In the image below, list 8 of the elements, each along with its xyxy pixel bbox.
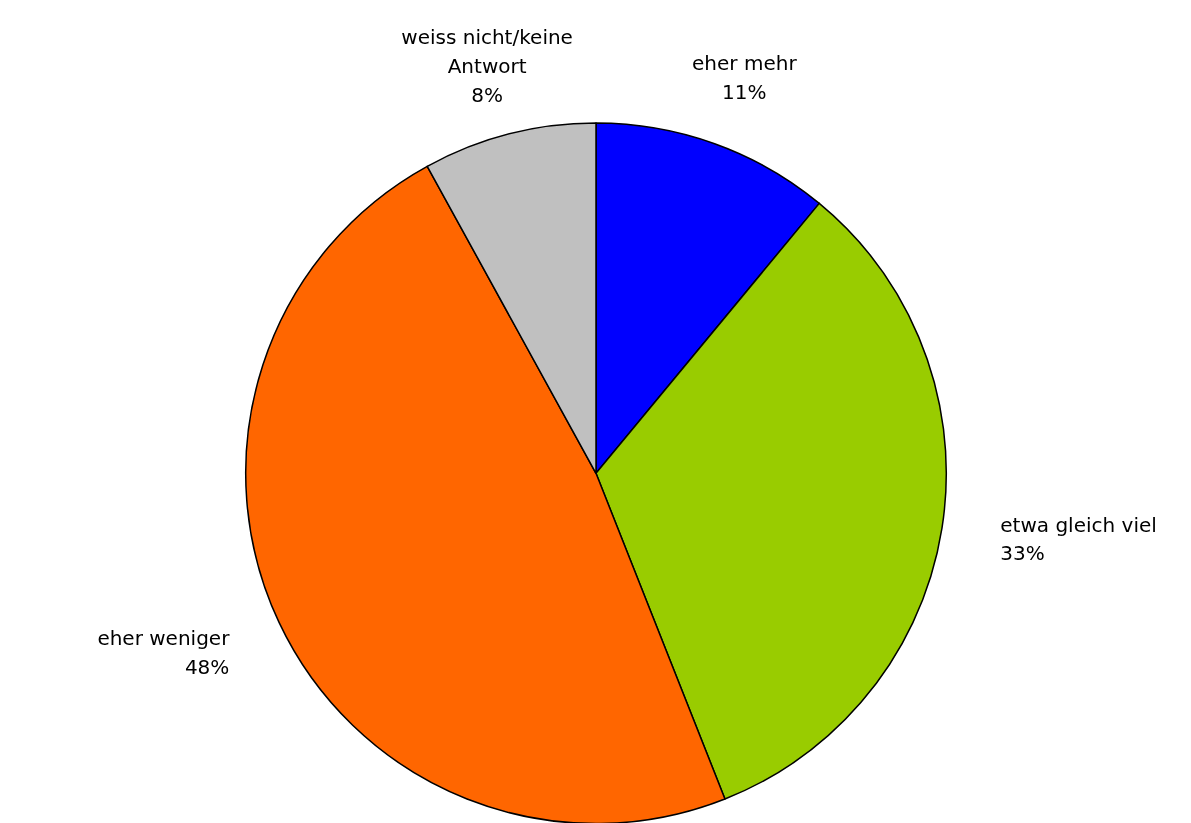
- slice-label: etwa gleich viel: [1000, 512, 1157, 537]
- data-label: 8%: [471, 83, 503, 108]
- slice-label: eher mehr: [692, 51, 798, 76]
- data-label: 11%: [722, 80, 767, 105]
- data-label: 33%: [1000, 541, 1045, 566]
- data-label: 48%: [184, 654, 230, 679]
- slice-label: weiss nicht/keine Antwort: [401, 25, 573, 79]
- slice-label: eher weniger: [97, 625, 231, 650]
